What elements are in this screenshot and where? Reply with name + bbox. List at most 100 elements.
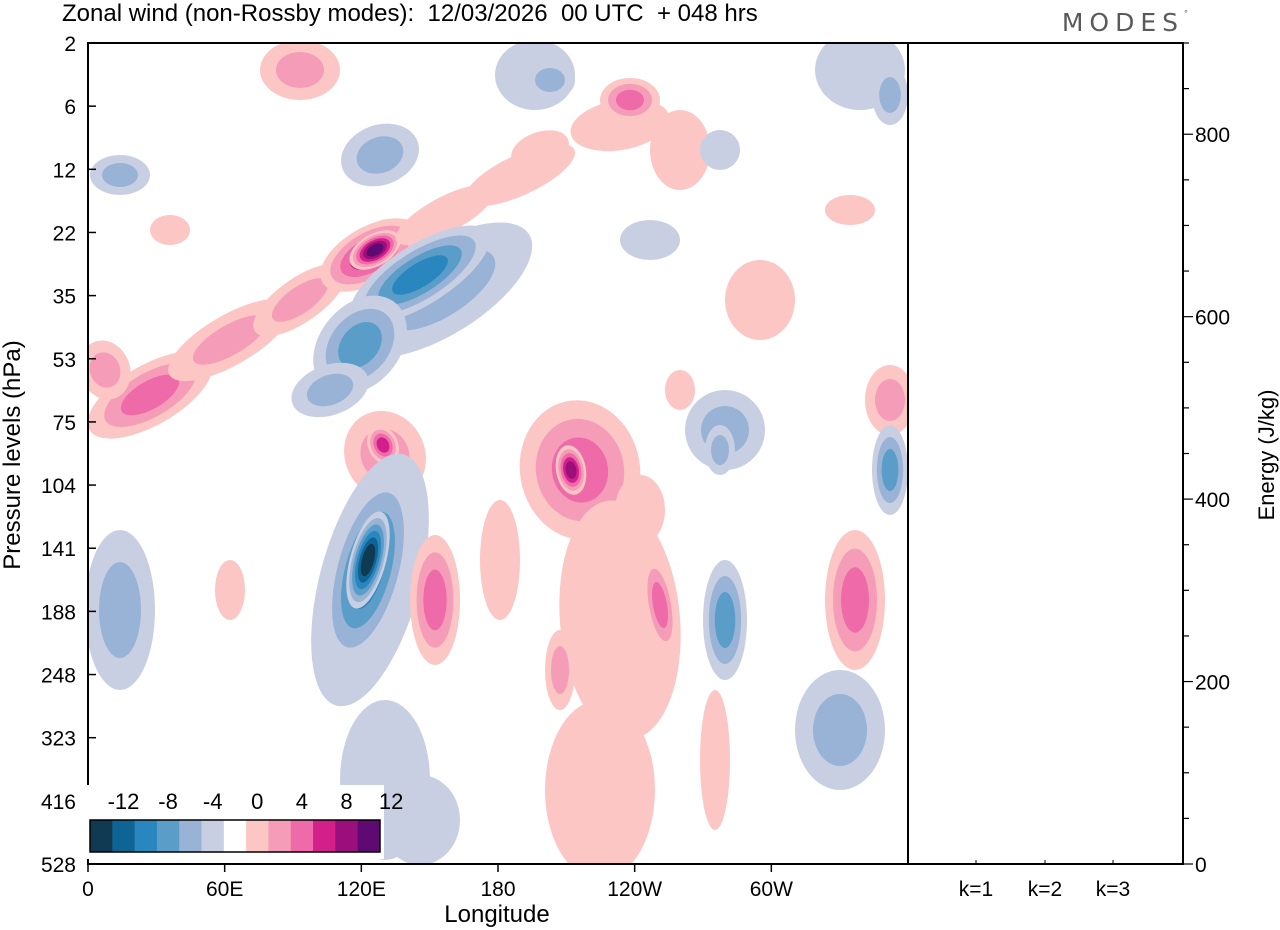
positive-contour [545,700,655,864]
y-tick-label: 416 [41,791,76,814]
positive-contour [376,437,390,453]
energy-axis-label: Energy (J/kg) [1254,390,1279,521]
y-tick-label: 248 [41,665,76,688]
energy-axis: 0 200 400 600 800 [1183,42,1230,877]
colorbar-swatch [201,820,225,852]
y-tick-label: 141 [41,538,76,561]
negative-contour [306,373,354,407]
brand-logo: MODES° [1062,8,1188,37]
colorbar-label: 0 [251,789,263,814]
colorbar-label: 4 [296,789,308,814]
energy-tick-label: 0 [1195,854,1207,877]
negative-contour [813,694,867,766]
colorbar-swatch [134,820,158,852]
energy-frame [907,42,1184,865]
x-tick-label: 120E [337,878,386,901]
colorbar-label: 12 [379,789,403,814]
positive-contour [215,560,245,620]
energy-category-label: k=2 [1028,878,1062,901]
positive-contour [423,569,447,631]
x-axis-label: Longitude [444,901,549,928]
positive-contour [841,567,869,633]
energy-tick-label: 600 [1195,307,1230,330]
positive-contour [366,243,384,257]
y-tick-label: 323 [41,728,76,751]
energy-category-label: k=3 [1096,878,1130,901]
positive-contour [89,352,121,388]
colorbar-label: -12 [108,789,140,814]
positive-contour [825,195,875,225]
positive-contour [120,374,180,416]
positive-contour [875,379,905,421]
negative-contour [711,435,729,465]
x-tick-label: 0 [82,878,94,901]
energy-tick-label: 200 [1195,672,1230,695]
y-tick-label: 188 [41,601,76,624]
y-tick-label: 22 [53,222,76,245]
positive-contour [615,475,665,545]
positive-contour [480,500,520,620]
colorbar-swatch [313,820,336,852]
x-tick-label: 120W [607,878,662,901]
negative-contour [620,220,680,260]
y-tick-label: 35 [53,286,76,309]
positive-contour [700,690,730,830]
positive-contour [192,315,268,365]
positive-contour [271,278,329,322]
negative-contour [380,775,460,864]
chart-title: Zonal wind (non-Rossby modes): 12/03/202… [62,0,758,27]
negative-contour [700,130,740,170]
positive-contour [511,130,569,170]
positive-contour [725,260,795,340]
negative-contour [356,136,404,174]
y-tick-label: 53 [53,349,76,372]
y-tick-label: 6 [64,96,76,119]
energy-panel: 0 200 400 600 800 k=1 k=2 k=3 Energy (J/kg) [907,42,1279,901]
colorbar-swatch [223,820,247,852]
colorbar-swatch [90,820,113,852]
positive-contour [650,110,710,190]
colorbar-swatch [290,820,314,852]
y-tick-label: 528 [41,854,76,877]
positive-contour [276,52,324,88]
negative-contour [535,68,565,92]
y-axis-label: Pressure levels (hPa) [0,340,26,569]
x-tick-label: 60W [750,878,793,901]
pressure-axis: 2 6 12 22 35 53 75 104 141 188 248 323 416 528 [41,33,96,877]
negative-contour [881,449,899,491]
y-tick-label: 104 [41,475,76,498]
hovmoller-panel: 2 6 12 22 35 53 75 104 141 188 248 323 416 528 0 60E 12… [0,33,909,928]
x-tick-label: 60E [206,878,243,901]
x-tick-label: 180 [480,878,515,901]
y-tick-label: 12 [53,159,76,182]
colorbar: -12 -8 -4 0 4 8 12 [86,785,403,859]
negative-contour [338,321,382,369]
negative-contour [360,543,376,577]
positive-contour [150,215,190,245]
colorbar-swatch [357,820,381,852]
colorbar-swatch [246,820,269,852]
colorbar-swatch [112,820,136,852]
negative-contour [102,163,138,187]
positive-contour [665,370,695,410]
positive-contour [616,89,644,111]
energy-category-label: k=1 [959,878,993,901]
colorbar-label: -8 [158,789,178,814]
colorbar-label: -4 [203,789,223,814]
colorbar-label: 8 [340,789,352,814]
brand-text: MODES [1061,8,1184,37]
positive-contour [652,581,668,629]
colorbar-swatch [335,820,359,852]
colorbar-frame [89,819,381,853]
negative-contour [99,562,141,658]
energy-categories: k=1 k=2 k=3 [959,860,1130,901]
colorbar-swatch [156,820,180,852]
y-tick-label: 2 [64,33,76,56]
y-tick-label: 75 [53,412,76,435]
negative-contour [714,592,736,648]
energy-tick-label: 800 [1195,124,1230,147]
wind-field [88,43,908,864]
positive-contour [551,646,569,694]
negative-contour [392,255,448,295]
